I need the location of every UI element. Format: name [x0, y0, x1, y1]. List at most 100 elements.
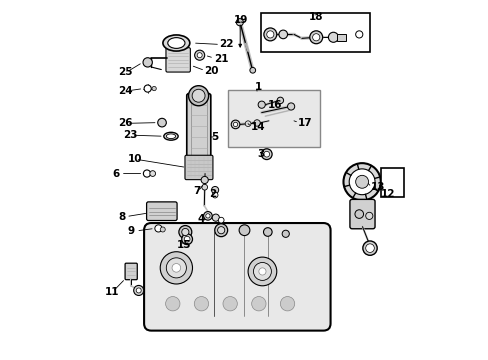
Circle shape — [253, 262, 271, 280]
Circle shape — [166, 258, 186, 278]
Text: 21: 21 — [214, 54, 228, 64]
Circle shape — [133, 285, 143, 296]
Circle shape — [197, 53, 202, 58]
Text: 16: 16 — [267, 100, 282, 111]
Circle shape — [244, 121, 250, 127]
Circle shape — [211, 186, 218, 194]
Text: 13: 13 — [370, 182, 385, 192]
Text: 14: 14 — [250, 122, 265, 132]
Text: 4: 4 — [197, 215, 204, 224]
Circle shape — [165, 297, 180, 311]
Circle shape — [282, 230, 289, 237]
FancyBboxPatch shape — [228, 90, 319, 147]
Text: 23: 23 — [123, 130, 138, 140]
FancyBboxPatch shape — [125, 263, 137, 280]
Circle shape — [214, 224, 227, 237]
Circle shape — [182, 234, 192, 244]
Text: 9: 9 — [128, 226, 135, 236]
Circle shape — [142, 58, 152, 67]
Circle shape — [355, 31, 362, 38]
Circle shape — [218, 217, 224, 223]
Circle shape — [179, 226, 191, 238]
Text: 20: 20 — [204, 66, 219, 76]
Circle shape — [184, 236, 190, 242]
FancyBboxPatch shape — [260, 13, 369, 51]
Circle shape — [203, 212, 212, 220]
Circle shape — [263, 228, 271, 236]
FancyBboxPatch shape — [144, 223, 330, 330]
Text: 17: 17 — [298, 118, 312, 128]
Circle shape — [328, 32, 338, 42]
Ellipse shape — [167, 38, 184, 48]
Circle shape — [277, 97, 283, 104]
Text: 2: 2 — [208, 189, 215, 199]
Circle shape — [160, 252, 192, 284]
FancyBboxPatch shape — [146, 202, 177, 221]
Text: 7: 7 — [193, 186, 201, 197]
Ellipse shape — [166, 134, 175, 139]
Text: 5: 5 — [211, 132, 218, 142]
FancyBboxPatch shape — [184, 155, 212, 180]
Circle shape — [202, 184, 207, 190]
Text: 3: 3 — [257, 149, 264, 159]
Text: 6: 6 — [112, 168, 120, 179]
Circle shape — [144, 85, 151, 92]
Circle shape — [172, 264, 180, 272]
Circle shape — [280, 297, 294, 311]
Circle shape — [312, 34, 319, 41]
Circle shape — [212, 214, 219, 221]
Text: 11: 11 — [104, 287, 119, 297]
Circle shape — [205, 214, 210, 218]
Circle shape — [355, 175, 368, 188]
Circle shape — [309, 31, 322, 44]
Text: 8: 8 — [118, 212, 125, 221]
Circle shape — [201, 176, 208, 184]
Text: 10: 10 — [128, 154, 142, 164]
Circle shape — [266, 31, 273, 38]
Circle shape — [192, 89, 204, 102]
Text: 12: 12 — [380, 189, 394, 199]
Circle shape — [365, 212, 372, 220]
Circle shape — [362, 241, 376, 255]
FancyBboxPatch shape — [165, 48, 190, 72]
Circle shape — [343, 163, 380, 201]
Text: 19: 19 — [233, 15, 247, 26]
FancyBboxPatch shape — [337, 34, 346, 41]
Circle shape — [149, 171, 155, 176]
Circle shape — [239, 225, 249, 235]
Circle shape — [188, 86, 208, 106]
Circle shape — [258, 101, 265, 108]
Circle shape — [182, 228, 188, 235]
Text: 24: 24 — [118, 86, 133, 96]
Circle shape — [278, 30, 287, 39]
Circle shape — [136, 288, 141, 293]
Circle shape — [287, 103, 294, 110]
Circle shape — [247, 257, 276, 286]
Circle shape — [194, 297, 208, 311]
Circle shape — [253, 120, 260, 126]
Circle shape — [223, 297, 237, 311]
Circle shape — [261, 149, 271, 159]
Circle shape — [264, 151, 269, 157]
FancyBboxPatch shape — [349, 199, 374, 229]
Circle shape — [231, 120, 239, 129]
FancyBboxPatch shape — [381, 168, 403, 197]
Text: 22: 22 — [219, 40, 233, 49]
Circle shape — [155, 225, 162, 232]
Circle shape — [264, 28, 276, 41]
Circle shape — [354, 210, 363, 219]
Circle shape — [365, 244, 373, 252]
Circle shape — [233, 122, 237, 127]
Circle shape — [143, 170, 150, 177]
Ellipse shape — [163, 132, 178, 140]
Circle shape — [152, 86, 156, 91]
Text: 25: 25 — [118, 67, 133, 77]
Circle shape — [158, 118, 166, 127]
Circle shape — [217, 226, 224, 234]
Circle shape — [236, 19, 243, 26]
Text: 1: 1 — [255, 82, 262, 92]
Text: 18: 18 — [308, 12, 323, 22]
Text: 15: 15 — [176, 240, 190, 250]
Text: 26: 26 — [118, 118, 133, 128]
Ellipse shape — [163, 35, 189, 51]
